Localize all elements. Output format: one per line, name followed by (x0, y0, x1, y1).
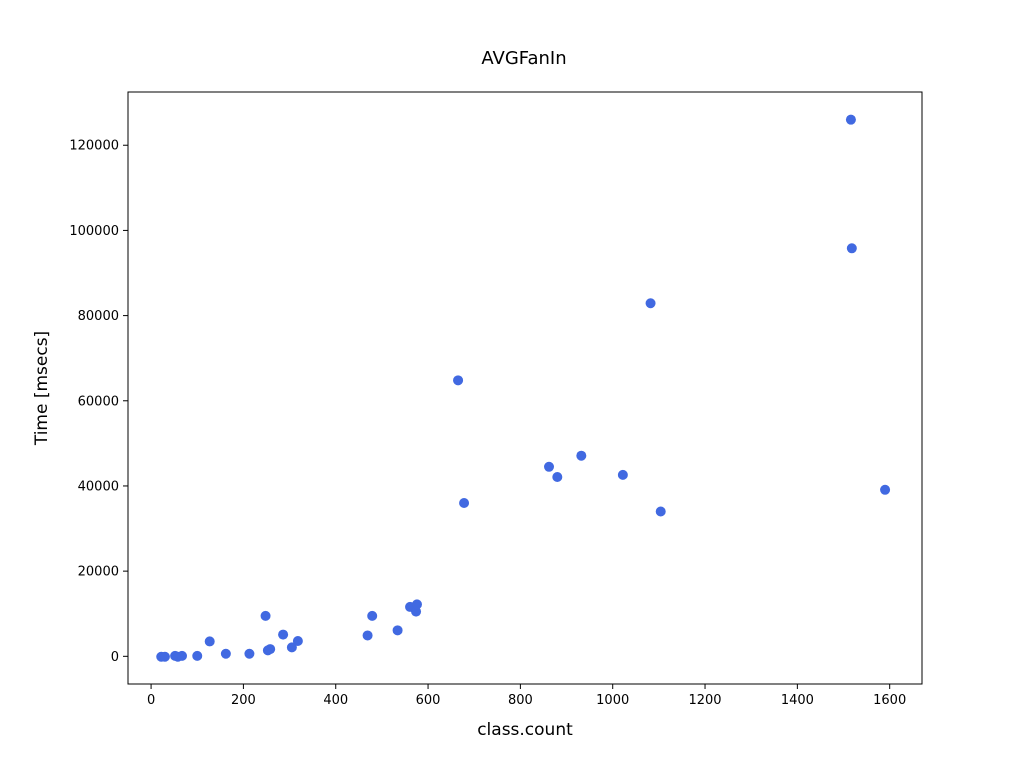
y-axis-label: Time [msecs] (32, 331, 52, 446)
x-tick-label: 800 (508, 693, 533, 708)
x-tick-label: 400 (323, 693, 348, 708)
x-axis-label: class.count (477, 720, 573, 740)
y-tick-label: 100000 (69, 224, 119, 239)
chart-title: AVGFanIn (481, 48, 566, 69)
scatter-point (645, 298, 656, 309)
x-tick-label: 0 (147, 693, 155, 708)
y-tick-label: 60000 (78, 394, 119, 409)
scatter-point (411, 599, 422, 610)
data-points (156, 114, 891, 662)
scatter-point (220, 648, 231, 659)
x-tick-label: 1600 (873, 693, 906, 708)
y-tick-label: 0 (111, 650, 119, 665)
scatter-point (292, 635, 303, 646)
scatter-point (260, 610, 271, 621)
scatter-point (244, 648, 255, 659)
scatter-point (367, 610, 378, 621)
x-tick-label: 200 (231, 693, 256, 708)
scatter-point (617, 469, 628, 480)
scatter-point (362, 630, 373, 641)
scatter-point (392, 625, 403, 636)
scatter-point (845, 114, 856, 125)
scatter-point (159, 651, 170, 662)
x-tick-label: 600 (416, 693, 441, 708)
scatter-point (177, 650, 188, 661)
scatter-point (192, 650, 203, 661)
scatter-point (846, 243, 857, 254)
scatter-point (278, 629, 289, 640)
scatter-point (880, 484, 891, 495)
x-tick-label: 1000 (596, 693, 629, 708)
scatter-point (655, 506, 666, 517)
scatter-point (576, 450, 587, 461)
x-tick-label: 1400 (781, 693, 814, 708)
scatter-point (286, 642, 297, 653)
scatter-point (265, 644, 276, 655)
scatter-point (544, 461, 555, 472)
y-tick-label: 120000 (69, 139, 119, 154)
plot-frame (127, 91, 923, 685)
scatter-point (453, 375, 464, 386)
scatter-point (552, 472, 563, 483)
y-tick-label: 40000 (78, 479, 119, 494)
scatter-point (459, 497, 470, 508)
x-tick-label: 1200 (688, 693, 721, 708)
scatter-point (204, 636, 215, 647)
y-tick-label: 80000 (78, 309, 119, 324)
y-tick-label: 20000 (78, 565, 119, 580)
axis-ticks: 0 200 400 600 800 1000 1200 1400 1600 0 20000 40000… (69, 139, 906, 708)
